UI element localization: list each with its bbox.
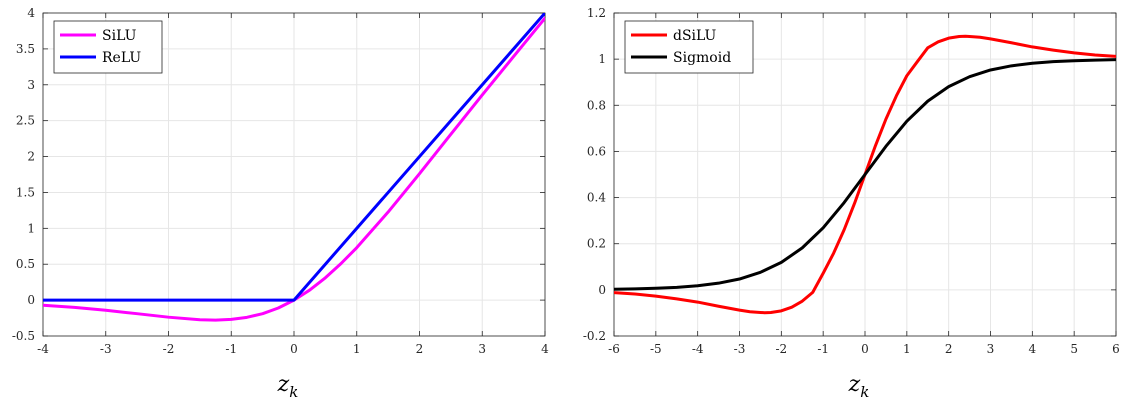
x-axis-label-main: z [848, 372, 861, 397]
legend: dSiLU Sigmoid [624, 20, 754, 74]
x-tick-label: 3 [478, 342, 486, 356]
y-tick-label: 1 [27, 221, 35, 235]
x-tick-label: -2 [163, 342, 175, 356]
series-line-relu [43, 13, 545, 302]
x-tick-label: 3 [987, 342, 995, 356]
y-tick-label: 2.5 [16, 114, 35, 128]
x-tick-label: -3 [734, 342, 746, 356]
x-tick-label: 0 [861, 342, 869, 356]
legend-label: Sigmoid [673, 50, 731, 66]
legend-label: dSiLU [673, 28, 717, 44]
y-tick-label: 1.2 [587, 6, 606, 20]
x-tick-label: 2 [416, 342, 424, 356]
x-tick-label: -4 [37, 342, 49, 356]
x-tick-label: 5 [1070, 342, 1078, 356]
y-tick-label: -0.5 [12, 329, 35, 343]
y-tick-label: 0.8 [587, 98, 606, 112]
x-axis-label-main: z [277, 372, 290, 397]
y-tick-label: 0.4 [587, 191, 606, 205]
x-tick-label: -5 [650, 342, 662, 356]
x-axis-label: zk [277, 372, 299, 398]
x-tick-label: 0 [290, 342, 298, 356]
series-line-silu [43, 16, 545, 322]
series-line-sigmoid [614, 58, 1116, 291]
legend-label: ReLU [102, 50, 141, 66]
dsilu-sigmoid-chart: -6 -5 -4 -3 -2 -1 0 1 2 3 4 5 6 -0.2 0 0.2 0.4 0.6 0.8 1 1.2… [583, 6, 1120, 398]
x-tick-label: -6 [608, 342, 620, 356]
legend-label: SiLU [102, 28, 137, 44]
x-tick-label: 1 [353, 342, 361, 356]
y-tick-label: 0.5 [16, 257, 35, 271]
x-axis-label-subscript: k [289, 383, 298, 398]
y-tick-label: 0.6 [587, 144, 606, 158]
legend: SiLU ReLU [53, 20, 163, 74]
x-tick-label: -3 [100, 342, 112, 356]
x-tick-label: -1 [817, 342, 829, 356]
x-tick-label: -1 [225, 342, 237, 356]
y-tick-label: 2 [27, 150, 35, 164]
y-tick-label: 4 [27, 6, 35, 20]
x-tick-label: -2 [775, 342, 787, 356]
y-tick-label: 0.2 [587, 237, 606, 251]
y-tick-label: 1.5 [16, 185, 35, 199]
legend-box [53, 20, 163, 74]
y-tick-label: 0 [598, 283, 606, 297]
y-tick-label: 3 [27, 78, 35, 92]
y-tick-label: 0 [27, 293, 35, 307]
x-tick-label: 2 [945, 342, 953, 356]
x-tick-label: 6 [1112, 342, 1120, 356]
y-tick-label: 3.5 [16, 42, 35, 56]
x-axis-label-subscript: k [860, 383, 869, 398]
x-tick-label: 4 [1029, 342, 1037, 356]
x-tick-label: 1 [903, 342, 911, 356]
x-tick-label: 4 [541, 342, 549, 356]
x-tick-label: -4 [692, 342, 704, 356]
y-tick-label: -0.2 [583, 329, 606, 343]
silu-relu-chart: -4 -3 -2 -1 0 1 2 3 4 -0.5 0 0.5 1 1.5 2 2.5 3 3.5 4 zk SiLU… [12, 6, 549, 398]
y-tick-label: 1 [598, 52, 606, 66]
x-axis-label: zk [848, 372, 870, 398]
legend-box [624, 20, 754, 74]
